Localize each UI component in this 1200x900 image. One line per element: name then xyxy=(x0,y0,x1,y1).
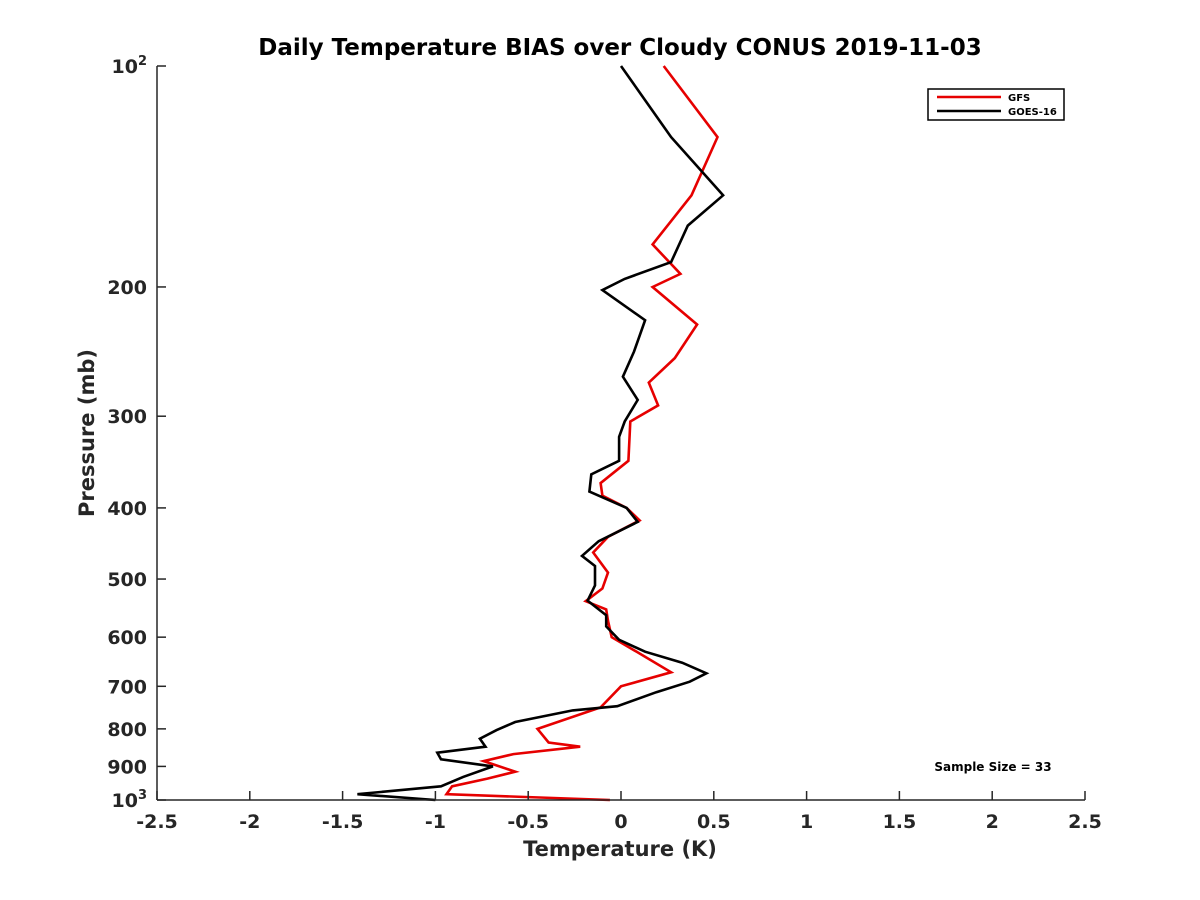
x-tick-label: 2.5 xyxy=(1068,811,1102,833)
legend: GFS GOES-16 xyxy=(927,88,1065,121)
y-tick-label: 500 xyxy=(107,569,147,591)
y-tick-label: 102 xyxy=(112,54,148,78)
x-tick-label: -0.5 xyxy=(507,811,549,833)
y-tick-label: 900 xyxy=(107,756,147,778)
y-axis-label: Pressure (mb) xyxy=(75,349,99,517)
series-line-goes16 xyxy=(357,65,725,802)
x-tick-label: 0.5 xyxy=(697,811,731,833)
x-tick-label: 2 xyxy=(986,811,999,833)
y-tick-label: 700 xyxy=(107,676,147,698)
chart-title: Daily Temperature BIAS over Cloudy CONUS… xyxy=(258,35,981,61)
axes: -2.5 -2 -1.5 -1 -0.5 0 0.5 1 1.5 2 2.5 102 200 300 400… xyxy=(107,54,1102,833)
y-tick-label: 200 xyxy=(107,277,147,299)
x-tick-label: -2.5 xyxy=(136,811,178,833)
x-tick-label: 0 xyxy=(614,811,627,833)
legend-label-goes16: GOES-16 xyxy=(1008,107,1057,118)
legend-label-gfs: GFS xyxy=(1008,93,1030,104)
x-tick-label: -1 xyxy=(425,811,446,833)
y-tick-label: 300 xyxy=(107,406,147,428)
x-tick-label: -2 xyxy=(239,811,260,833)
x-tick-label: -1.5 xyxy=(322,811,364,833)
x-tick-label: 1.5 xyxy=(883,811,917,833)
sample-size-annotation: Sample Size = 33 xyxy=(934,760,1051,774)
series-line-gfs xyxy=(444,65,720,802)
y-tick-label: 600 xyxy=(107,627,147,649)
x-axis-label: Temperature (K) xyxy=(523,837,717,861)
x-tick-label: 1 xyxy=(800,811,813,833)
legend-box xyxy=(927,88,1065,121)
plot-area xyxy=(357,65,725,802)
y-tick-label: 800 xyxy=(107,719,147,741)
y-tick-label: 400 xyxy=(107,498,147,520)
y-tick-label: 103 xyxy=(112,788,148,812)
